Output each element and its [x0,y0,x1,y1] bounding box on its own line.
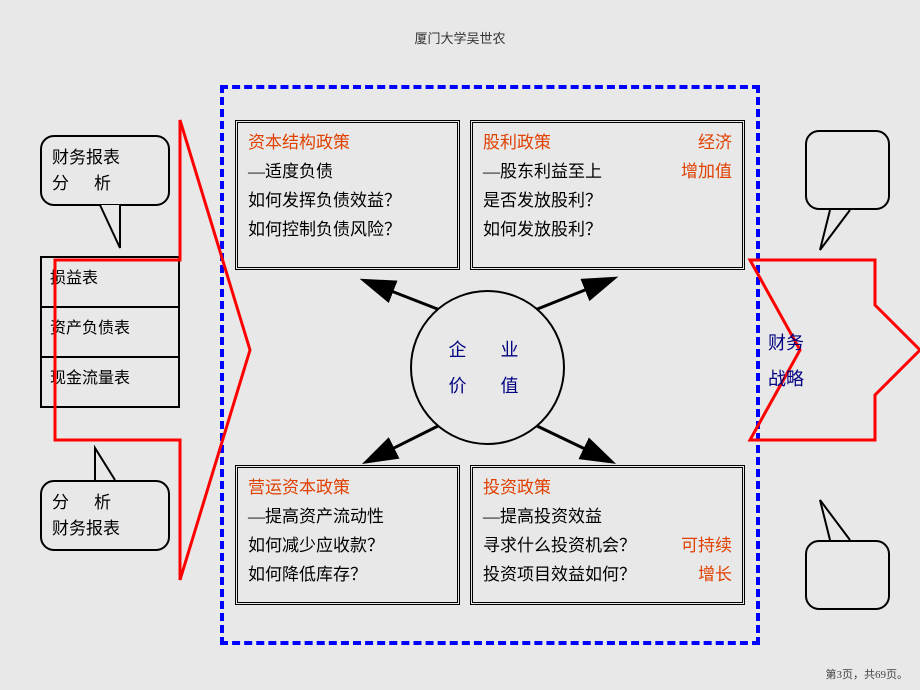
statement-list: 损益表 资产负债表 现金流量表 [40,256,180,408]
policy-capital-structure: 资本结构政策 —适度负债 如何发挥负债效益？ 如何控制负债风险？ [235,120,460,270]
page-header: 厦门大学吴世农 [414,28,505,47]
policy-q: 如何控制负债风险？ [248,216,447,245]
callout-right-top [805,130,890,210]
policy-sub-right: 增加值 [681,158,732,187]
policy-q: 如何降低库存？ [248,561,447,590]
policy-title: 营运资本政策 [248,474,350,503]
policy-q: 投资项目效益如何？ [483,561,636,590]
callout-line1: 分 析 [52,490,158,516]
policy-sub: —股东利益至上 [483,158,602,187]
right-label-line1: 财务 [768,325,804,361]
right-label-line2: 战略 [768,361,804,397]
policy-investment: 投资政策 —提高投资效益 寻求什么投资机会？ 可持续 投资项目效益如何？ 增长 [470,465,745,605]
policy-working-capital: 营运资本政策 —提高资产流动性 如何减少应收款？ 如何降低库存？ [235,465,460,605]
center-circle-enterprise-value: 企 业 价 值 [410,290,565,445]
list-item: 资产负债表 [42,308,178,358]
policy-title: 资本结构政策 [248,129,350,158]
policy-sub: —提高资产流动性 [248,503,447,532]
circle-line2: 价 值 [449,368,527,404]
policy-title: 股利政策 [483,129,551,158]
right-label-financial-strategy: 财务 战略 [768,325,804,397]
policy-q: 寻求什么投资机会？ [483,532,636,561]
callout-financial-report-analysis-top: 财务报表 分 析 [40,135,170,206]
policy-title: 投资政策 [483,474,551,503]
policy-q: 是否发放股利？ [483,187,732,216]
callout-financial-report-analysis-bottom: 分 析 财务报表 [40,480,170,551]
policy-title-right: 经济 [698,129,732,158]
policy-q-right: 增长 [698,561,732,590]
policy-q: 如何减少应收款？ [248,532,447,561]
policy-sub: —适度负债 [248,158,447,187]
callout-line2: 财务报表 [52,516,158,542]
callout-right-bottom [805,540,890,610]
policy-dividend: 股利政策 经济 —股东利益至上 增加值 是否发放股利？ 如何发放股利？ [470,120,745,270]
callout-line1: 财务报表 [52,145,158,171]
list-item: 损益表 [42,258,178,308]
callout-line2: 分 析 [52,171,158,197]
list-item: 现金流量表 [42,358,178,406]
page-number: 第3页，共69页。 [826,666,909,682]
circle-line1: 企 业 [449,332,527,368]
policy-sub: —提高投资效益 [483,503,732,532]
policy-q: 如何发放股利？ [483,216,732,245]
policy-q: 如何发挥负债效益？ [248,187,447,216]
policy-q-right: 可持续 [681,532,732,561]
